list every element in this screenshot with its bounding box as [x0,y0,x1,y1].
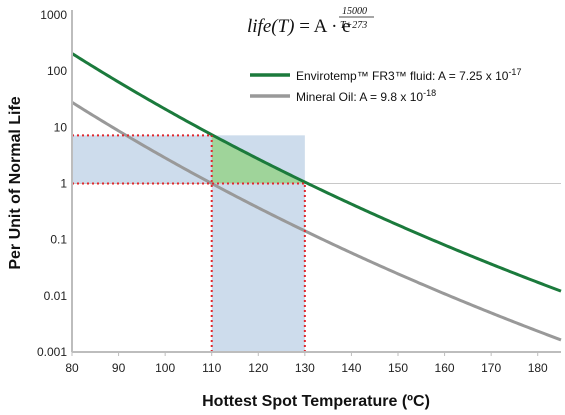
y-tick-label-100: 100 [47,64,67,78]
x-tick-label-160: 160 [435,361,455,375]
curves-group [71,52,562,342]
formula-eq: = A · e [295,16,351,37]
series-line-fr3 [71,52,562,293]
legend-label-mineral-exp: -18 [423,88,436,98]
x-tick-label-80: 80 [65,361,79,375]
formula: life(T) = A · e 15000 T+273 [247,6,374,37]
x-tick-label-110: 110 [202,361,221,375]
x-axis-title: Hottest Spot Temperature (ºC) [202,393,430,410]
legend-label-fr3: Envirotemp™ FR3™ fluid: A = 7.25 x 10-17 [296,67,521,83]
x-tick-label-130: 130 [295,361,315,375]
y-tick-label-0.01: 0.01 [44,289,68,303]
x-tick-label-180: 180 [528,361,548,375]
y-tick-label-0.001: 0.001 [37,345,67,359]
shaded-region-blue-1 [211,183,305,352]
legend: Envirotemp™ FR3™ fluid: A = 7.25 x 10-17… [250,67,521,104]
formula-lhs: life(T) [247,16,295,37]
legend-label-mineral-text: Mineral Oil: A = 9.8 x 10 [296,90,423,104]
x-tick-label-90: 90 [112,361,126,375]
y-tick-label-1000: 1000 [40,8,67,22]
x-tick-label-140: 140 [341,361,361,375]
y-axis-title: Per Unit of Normal Life [7,96,24,269]
guide-lines-group [72,134,306,352]
y-tick-label-1: 1 [60,177,67,191]
formula-exp-num: 15000 [342,6,367,17]
y-tick-label-10: 10 [54,120,68,134]
legend-label-mineral: Mineral Oil: A = 9.8 x 10-18 [296,88,436,104]
svg-text:life(T) = A · e: life(T) = A · e [247,16,351,37]
formula-exp-den: T+273 [340,20,367,31]
x-tick-label-170: 170 [481,361,501,375]
shaded-regions [72,134,305,352]
legend-label-fr3-text: Envirotemp™ FR3™ fluid: A = 7.25 x 10 [296,69,509,83]
tick-labels-group: 80 90 100 110 120 130 140 150 160 170 1800.0010.01… [37,8,548,375]
x-tick-label-100: 100 [155,361,175,375]
axes-group [71,10,561,356]
legend-label-fr3-exp: -17 [508,67,521,77]
x-tick-label-150: 150 [388,361,408,375]
x-tick-label-120: 120 [248,361,268,375]
series-line-mineral-oil [71,101,562,342]
y-tick-label-0.1: 0.1 [50,233,67,247]
